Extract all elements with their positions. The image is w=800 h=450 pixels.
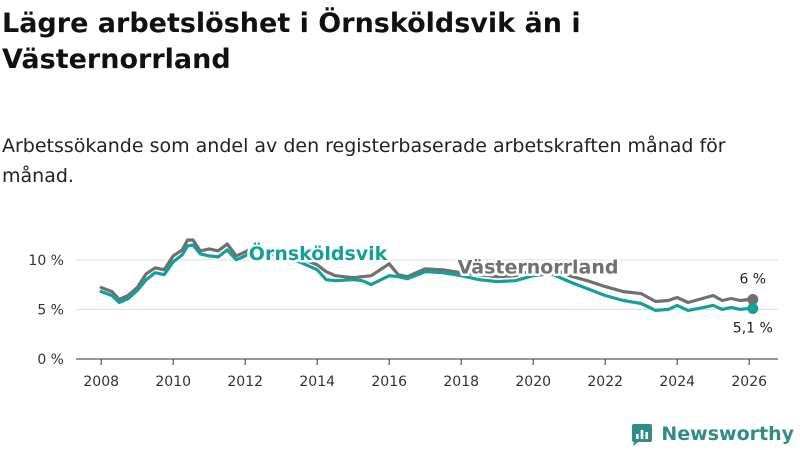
axis-layer: 0 % 5 % 10 % 2008 2010 2012 2014 2016 2018 2020 20… bbox=[28, 253, 767, 390]
x-tick-label: 2016 bbox=[371, 374, 407, 390]
brand-name: Newsworthy bbox=[661, 423, 794, 445]
x-tick-label: 2024 bbox=[659, 374, 695, 390]
series-line-västernorrland bbox=[99, 238, 755, 305]
end-value-label-ornskoldsvik: 5,1 % bbox=[733, 320, 773, 336]
x-tick-label: 2008 bbox=[83, 374, 119, 390]
label-layer: Örnsköldsvik Västernorrland 6 % 5,1 % bbox=[246, 238, 775, 339]
series-label-ornskoldsvik: Örnsköldsvik bbox=[249, 241, 388, 265]
bar-chart-logo-icon bbox=[632, 424, 653, 446]
series-line-örnsköldsvik bbox=[99, 243, 755, 312]
series-label-vasternorrland: Västernorrland bbox=[458, 257, 619, 279]
grid-layer bbox=[76, 259, 778, 360]
x-tick-label: 2020 bbox=[515, 374, 551, 390]
newsworthy-logo: Newsworthy bbox=[629, 420, 794, 448]
series-end-point bbox=[747, 302, 759, 314]
series-layer bbox=[99, 238, 759, 314]
x-tick-label: 2018 bbox=[443, 374, 479, 390]
end-value-label-vasternorrland: 6 % bbox=[739, 272, 766, 288]
chart-title: Lägre arbetslöshet i Örnsköldsvik än i V… bbox=[2, 8, 581, 75]
series-end-point bbox=[747, 294, 759, 305]
y-tick-label: 0 % bbox=[37, 352, 64, 368]
y-tick-label: 5 % bbox=[37, 302, 64, 318]
y-tick-label: 10 % bbox=[28, 253, 64, 269]
x-tick-label: 2022 bbox=[587, 374, 623, 390]
chart-subtitle: Arbetssökande som andel av den registerb… bbox=[2, 135, 726, 187]
x-tick-label: 2026 bbox=[731, 374, 767, 390]
x-tick-label: 2014 bbox=[299, 374, 335, 390]
x-tick-label: 2010 bbox=[155, 374, 191, 390]
x-tick-label: 2012 bbox=[227, 374, 263, 390]
